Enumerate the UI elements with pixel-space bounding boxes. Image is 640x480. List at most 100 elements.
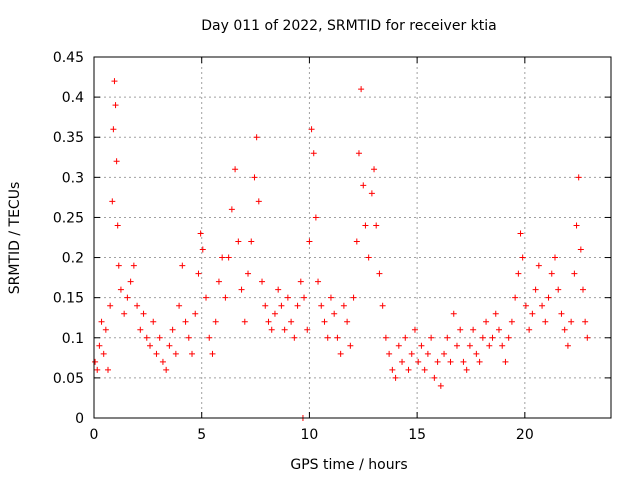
y-tick-label: 0.15 [53, 291, 84, 307]
data-point [253, 134, 260, 141]
data-point [575, 174, 582, 181]
chart-title: Day 011 of 2022, SRMTID for receiver kti… [201, 18, 496, 34]
data-point [225, 254, 232, 261]
data-point [291, 334, 298, 341]
data-point [568, 318, 575, 325]
data-point [386, 350, 393, 357]
x-tick-label: 15 [408, 427, 426, 443]
data-point [304, 326, 311, 333]
data-point [102, 326, 109, 333]
data-point [251, 174, 258, 181]
data-point [395, 342, 402, 349]
data-point [411, 326, 418, 333]
data-point [362, 222, 369, 229]
y-tick-label: 0.2 [62, 251, 84, 267]
data-point [431, 374, 438, 381]
data-point [334, 334, 341, 341]
data-point [182, 318, 189, 325]
data-point [284, 294, 291, 301]
data-point [232, 166, 239, 173]
data-point [238, 286, 245, 293]
data-point [107, 302, 114, 309]
data-point [288, 318, 295, 325]
data-point [235, 238, 242, 245]
data-point [331, 310, 338, 317]
data-point [539, 302, 546, 309]
data-point [312, 214, 319, 221]
data-point [321, 318, 328, 325]
data-point [495, 326, 502, 333]
data-point [115, 262, 122, 269]
data-point [268, 326, 275, 333]
data-point [147, 342, 154, 349]
data-point [545, 294, 552, 301]
data-point [127, 278, 134, 285]
data-point [340, 302, 347, 309]
y-tick-label: 0.35 [53, 130, 84, 146]
data-point [492, 310, 499, 317]
data-point [112, 102, 119, 109]
data-point [114, 222, 121, 229]
data-point [376, 270, 383, 277]
data-point [473, 350, 480, 357]
data-point [360, 182, 367, 189]
data-point [460, 358, 467, 365]
data-point [156, 334, 163, 341]
data-point [529, 310, 536, 317]
data-point [584, 334, 591, 341]
data-point [209, 350, 216, 357]
data-point [434, 358, 441, 365]
data-point [281, 326, 288, 333]
data-point [532, 286, 539, 293]
data-point [179, 262, 186, 269]
data-point [476, 358, 483, 365]
data-point [166, 342, 173, 349]
data-point [365, 254, 372, 261]
data-point [185, 334, 192, 341]
data-point [130, 262, 137, 269]
x-tick-label: 10 [301, 427, 319, 443]
data-point [353, 238, 360, 245]
data-point [437, 382, 444, 389]
data-point [100, 350, 107, 357]
data-point [308, 126, 315, 133]
data-point [483, 318, 490, 325]
data-point [551, 254, 558, 261]
data-point [169, 326, 176, 333]
x-tick-label: 0 [90, 427, 99, 443]
data-point [350, 294, 357, 301]
data-point [418, 342, 425, 349]
data-point [271, 310, 278, 317]
data-point [199, 246, 206, 253]
data-point [241, 318, 248, 325]
data-point [327, 294, 334, 301]
y-tick-label: 0.25 [53, 210, 84, 226]
data-point [421, 366, 428, 373]
data-point [502, 358, 509, 365]
axis-ticks: 0 5 10 15 20 0 0.05 0.1 0.15 0.2 0.25 0.3 0.35 0.4 0.4… [53, 50, 611, 443]
data-point [486, 342, 493, 349]
data-point [134, 302, 141, 309]
data-point [564, 342, 571, 349]
data-point [424, 350, 431, 357]
data-point [212, 318, 219, 325]
data-point [428, 334, 435, 341]
y-tick-label: 0.05 [53, 371, 84, 387]
data-point [121, 310, 128, 317]
data-point [219, 254, 226, 261]
data-point [222, 294, 229, 301]
data-point [94, 366, 101, 373]
data-point [110, 126, 117, 133]
data-point [466, 342, 473, 349]
data-point [512, 294, 519, 301]
data-point [402, 334, 409, 341]
data-point [347, 342, 354, 349]
data-point [508, 318, 515, 325]
data-point [153, 350, 160, 357]
data-point [505, 334, 512, 341]
data-point [344, 318, 351, 325]
data-point [197, 230, 204, 237]
data-point [526, 326, 533, 333]
grid [94, 57, 611, 418]
data-point [315, 278, 322, 285]
